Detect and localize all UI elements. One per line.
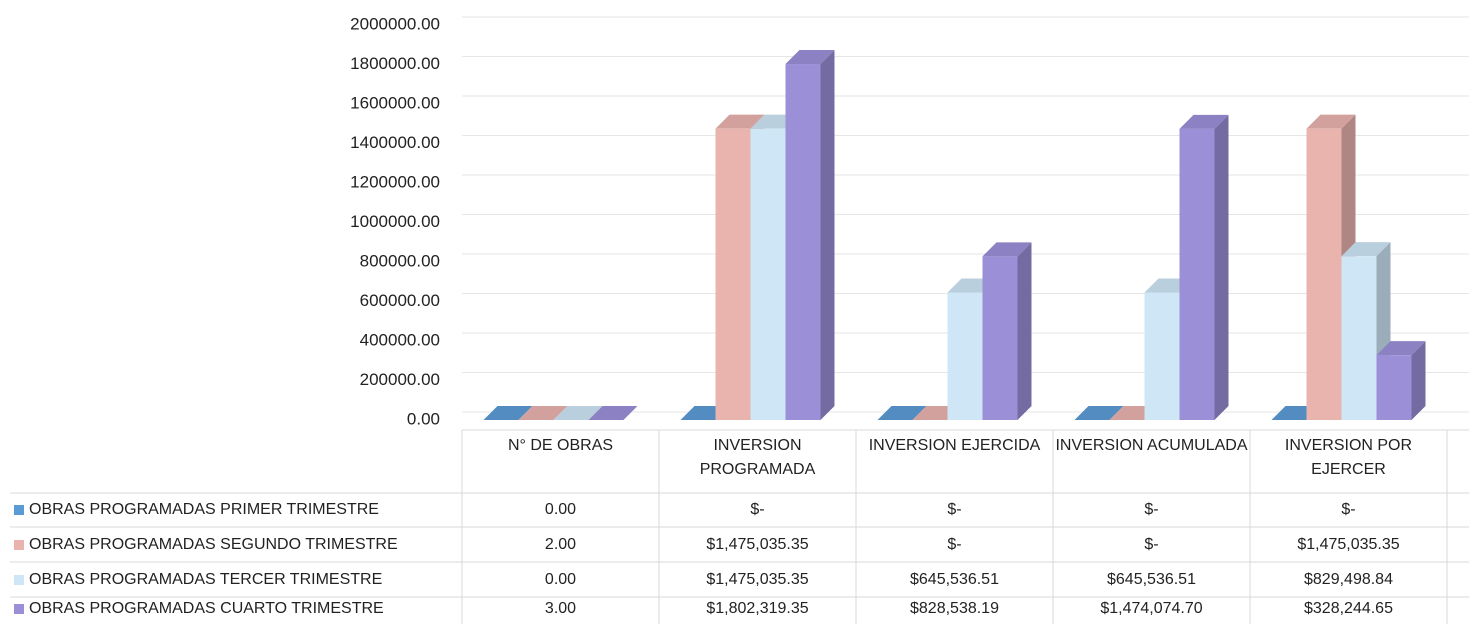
data-label: $328,244.65 <box>1304 600 1393 617</box>
bar-top <box>1306 114 1356 129</box>
bar-group <box>1376 341 1426 420</box>
bar <box>947 292 983 420</box>
y-tick-label: 1800000.00 <box>350 54 440 73</box>
bar-top <box>785 50 835 65</box>
data-label: $645,536.51 <box>910 570 999 588</box>
legend-swatch <box>14 574 24 585</box>
data-label: $- <box>1144 535 1159 553</box>
legend-label: OBRAS PROGRAMADAS CUARTO TRIMESTRE <box>29 600 384 617</box>
x-tick-label: INVERSION ACUMULADA <box>1055 437 1248 454</box>
y-tick-label: 1400000.00 <box>350 133 440 152</box>
y-tick-label: 1200000.00 <box>350 172 440 191</box>
legend-label: OBRAS PROGRAMADAS SEGUNDO TRIMESTRE <box>29 535 398 553</box>
legend-entry: OBRAS PROGRAMADAS TERCER TRIMESTRE <box>14 562 382 597</box>
bar-side <box>553 405 568 420</box>
bar-group <box>518 405 568 420</box>
bar-top <box>483 406 533 420</box>
data-label: 3.00 <box>544 600 577 617</box>
bar-top <box>877 406 927 420</box>
legend-swatch <box>14 505 24 515</box>
bar-top <box>1074 406 1124 420</box>
bar-top <box>982 242 1032 257</box>
data-label: $- <box>750 501 765 518</box>
bar-side <box>1017 242 1032 420</box>
data-label: 0.00 <box>544 570 577 588</box>
bar-side <box>623 405 638 420</box>
bar-side <box>1214 114 1229 421</box>
bar <box>982 256 1018 420</box>
bar-top <box>1179 114 1229 129</box>
legend-entry: OBRAS PROGRAMADAS CUARTO TRIMESTRE <box>14 597 384 621</box>
bar-top <box>1341 242 1391 257</box>
bar <box>1376 355 1412 420</box>
y-tick-label: 1600000.00 <box>350 93 440 112</box>
data-label: $- <box>1144 501 1159 518</box>
legend-label: OBRAS PROGRAMADAS TERCER TRIMESTRE <box>29 570 383 588</box>
bar-group <box>553 406 603 420</box>
y-tick-label: 0.00 <box>407 409 440 428</box>
x-tick-label: INVERSION POR EJERCER <box>1284 437 1413 478</box>
y-tick-label: 2000000.00 <box>350 14 440 33</box>
x-tick-label: INVERSION PROGRAMADA <box>699 437 816 478</box>
bar-group <box>1074 406 1124 420</box>
bar <box>1179 128 1215 420</box>
bar-side <box>1411 341 1426 420</box>
data-label: 0.00 <box>544 501 577 518</box>
data-label: $1,475,035.35 <box>706 570 809 588</box>
y-tick-label: 600000.00 <box>360 291 440 310</box>
y-tick-label: 200000.00 <box>360 370 440 389</box>
bar <box>785 64 821 420</box>
data-label: $1,475,035.35 <box>706 535 809 553</box>
data-label: 2.00 <box>544 535 577 553</box>
bar <box>1341 256 1377 420</box>
bar-side <box>820 50 835 420</box>
bar-group <box>877 406 927 420</box>
data-label: $1,474,074.70 <box>1100 600 1203 617</box>
bar-top <box>588 405 638 420</box>
bar-top <box>1376 341 1426 356</box>
legend-entry: OBRAS PROGRAMADAS SEGUNDO TRIMESTRE <box>14 527 398 562</box>
data-label: $- <box>1341 501 1356 518</box>
data-label: $645,536.51 <box>1107 570 1196 588</box>
bar <box>1144 292 1180 420</box>
x-tick-label: INVERSION EJERCIDA <box>868 437 1041 454</box>
bar-group <box>785 50 835 420</box>
y-tick-label: 1000000.00 <box>350 212 440 231</box>
legend-swatch <box>14 539 24 550</box>
bar <box>750 128 786 420</box>
data-label: $829,498.84 <box>1304 570 1393 588</box>
bar-group <box>483 406 533 420</box>
x-tick-label: N° DE OBRAS <box>507 437 614 454</box>
bar-top <box>553 406 603 420</box>
data-label: $- <box>947 535 962 553</box>
bar-group <box>982 242 1032 420</box>
data-label: $828,538.19 <box>910 600 999 617</box>
data-label: $1,475,035.35 <box>1297 535 1400 553</box>
y-tick-label: 400000.00 <box>360 330 440 349</box>
legend-label: OBRAS PROGRAMADAS PRIMER TRIMESTRE <box>29 501 379 518</box>
bar-group <box>588 405 638 420</box>
legend-swatch <box>14 604 24 614</box>
y-tick-label: 800000.00 <box>360 251 440 270</box>
bar-top <box>518 405 568 420</box>
legend-entry: OBRAS PROGRAMADAS PRIMER TRIMESTRE <box>14 493 379 527</box>
bar <box>1306 128 1342 420</box>
bar-group <box>1179 114 1229 421</box>
bar-top <box>715 114 765 129</box>
data-label: $1,802,319.35 <box>706 600 809 617</box>
data-label: $- <box>947 501 962 518</box>
bar <box>715 128 751 420</box>
